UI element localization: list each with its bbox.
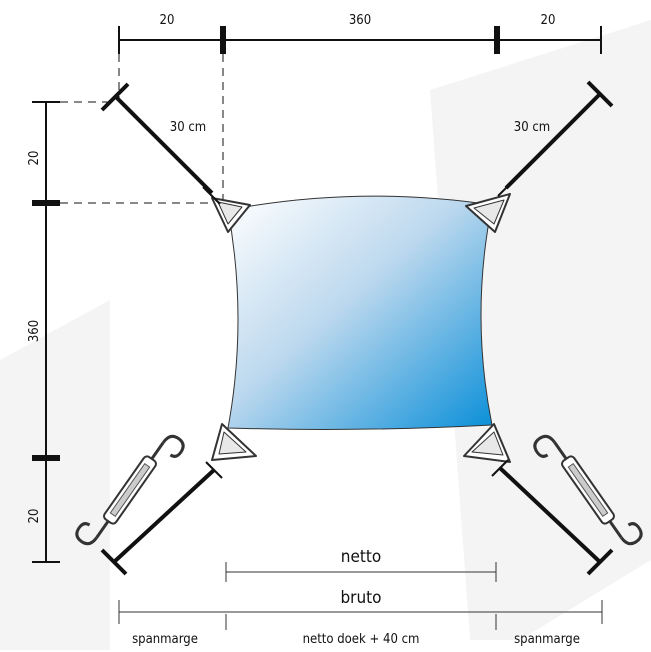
netto-doek-label: netto doek + 40 cm bbox=[303, 632, 420, 647]
spanmarge-left-label: spanmarge bbox=[132, 632, 198, 647]
turnbuckle-icon bbox=[533, 434, 643, 546]
top-dim-left: 20 bbox=[160, 13, 175, 28]
bruto-dimension bbox=[118, 600, 603, 630]
bruto-label: bruto bbox=[340, 588, 381, 608]
netto-label: netto bbox=[341, 547, 381, 567]
corner-label-right: 30 cm bbox=[514, 120, 550, 135]
top-dim-right: 20 bbox=[541, 13, 556, 28]
left-dimension bbox=[32, 101, 212, 563]
corner-label-left: 30 cm bbox=[170, 120, 206, 135]
shade-sail bbox=[227, 195, 493, 430]
corner-rings bbox=[211, 193, 511, 463]
turnbuckle-icon bbox=[75, 434, 185, 546]
netto-dimension bbox=[225, 562, 497, 582]
left-dim-top: 20 bbox=[27, 151, 42, 166]
tension-lines bbox=[100, 80, 614, 576]
left-dim-bottom: 20 bbox=[27, 509, 42, 524]
watermark bbox=[0, 20, 651, 650]
top-dimension bbox=[118, 26, 602, 200]
top-dim-middle: 360 bbox=[349, 13, 371, 28]
left-dim-middle: 360 bbox=[27, 320, 42, 342]
spanmarge-right-label: spanmarge bbox=[514, 632, 580, 647]
